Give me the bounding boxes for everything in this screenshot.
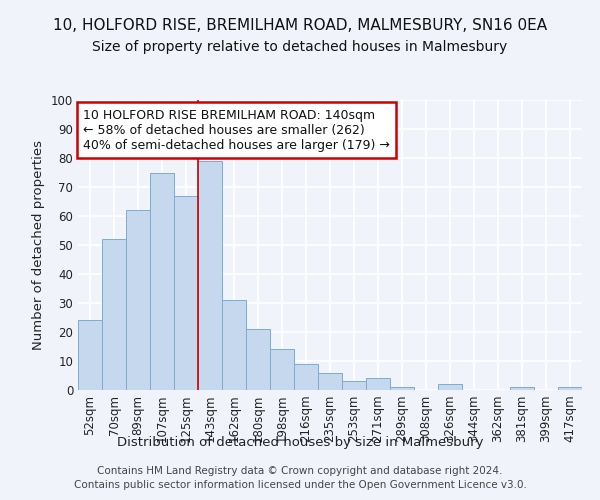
Bar xyxy=(558,387,582,390)
Y-axis label: Number of detached properties: Number of detached properties xyxy=(32,140,46,350)
Bar xyxy=(102,239,126,390)
Bar xyxy=(510,387,534,390)
Bar xyxy=(150,172,174,390)
Bar xyxy=(438,384,462,390)
Text: Contains public sector information licensed under the Open Government Licence v3: Contains public sector information licen… xyxy=(74,480,526,490)
Bar xyxy=(390,387,414,390)
Bar xyxy=(270,350,294,390)
Text: Contains HM Land Registry data © Crown copyright and database right 2024.: Contains HM Land Registry data © Crown c… xyxy=(97,466,503,476)
Bar xyxy=(78,320,102,390)
Bar xyxy=(174,196,198,390)
Bar xyxy=(294,364,318,390)
Bar xyxy=(222,300,246,390)
Text: 10, HOLFORD RISE, BREMILHAM ROAD, MALMESBURY, SN16 0EA: 10, HOLFORD RISE, BREMILHAM ROAD, MALMES… xyxy=(53,18,547,32)
Text: Distribution of detached houses by size in Malmesbury: Distribution of detached houses by size … xyxy=(117,436,483,449)
Text: 10 HOLFORD RISE BREMILHAM ROAD: 140sqm
← 58% of detached houses are smaller (262: 10 HOLFORD RISE BREMILHAM ROAD: 140sqm ←… xyxy=(83,108,390,152)
Bar xyxy=(126,210,150,390)
Bar xyxy=(246,329,270,390)
Bar xyxy=(366,378,390,390)
Bar xyxy=(342,382,366,390)
Bar xyxy=(198,161,222,390)
Bar xyxy=(318,372,342,390)
Text: Size of property relative to detached houses in Malmesbury: Size of property relative to detached ho… xyxy=(92,40,508,54)
